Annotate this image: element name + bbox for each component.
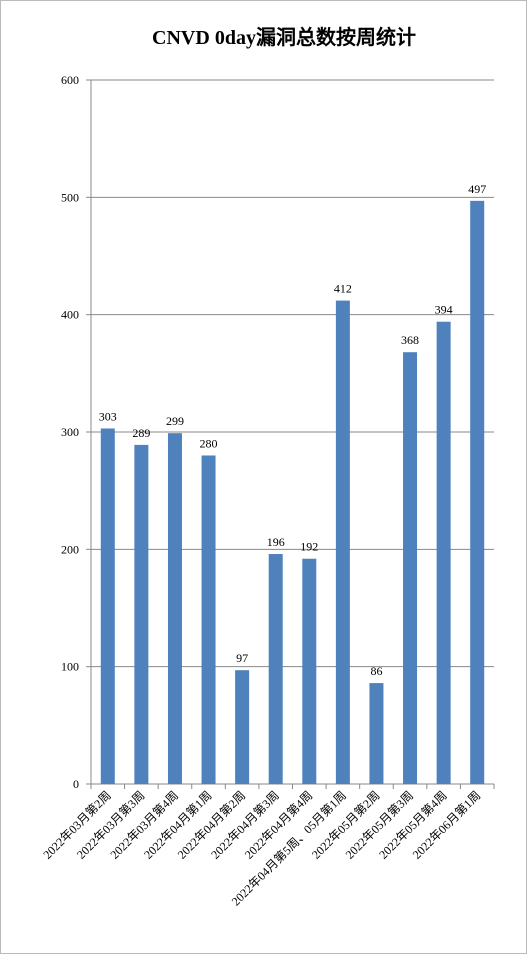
bar — [436, 321, 451, 784]
y-tick-label: 600 — [61, 73, 79, 87]
data-label: 303 — [99, 409, 117, 423]
y-tick-label: 300 — [61, 425, 79, 439]
data-label: 394 — [435, 303, 453, 317]
data-label: 289 — [132, 426, 150, 440]
bar — [235, 670, 250, 784]
data-label: 497 — [468, 182, 486, 196]
data-label: 412 — [334, 282, 352, 296]
bar — [302, 558, 317, 784]
data-label: 97 — [236, 651, 248, 665]
bar — [134, 444, 149, 784]
bar — [201, 455, 216, 784]
bar — [470, 200, 485, 784]
data-label: 192 — [300, 540, 318, 554]
bar — [369, 683, 384, 784]
bar — [268, 554, 283, 784]
data-label: 196 — [267, 535, 285, 549]
y-tick-label: 400 — [61, 308, 79, 322]
y-tick-label: 0 — [73, 777, 79, 791]
bar — [403, 352, 418, 784]
y-tick-label: 100 — [61, 660, 79, 674]
y-tick-label: 500 — [61, 190, 79, 204]
data-label: 299 — [166, 414, 184, 428]
data-label: 280 — [200, 436, 218, 450]
bar — [167, 433, 182, 784]
bar — [335, 300, 350, 784]
data-label: 86 — [370, 664, 382, 678]
bar — [100, 428, 115, 784]
y-tick-label: 200 — [61, 542, 79, 556]
data-label: 368 — [401, 333, 419, 347]
chart-title: CNVD 0day漏洞总数按周统计 — [152, 25, 416, 49]
